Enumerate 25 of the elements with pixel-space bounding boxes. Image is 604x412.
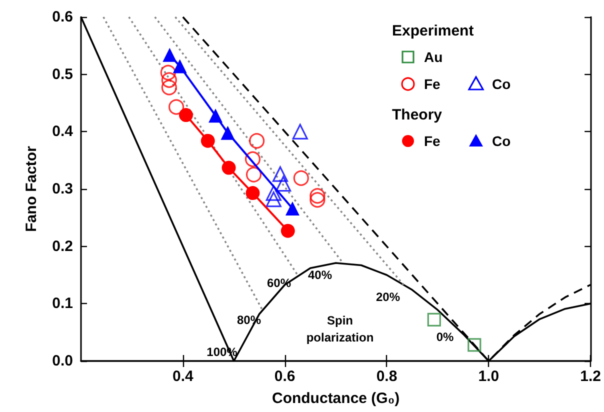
y-tick-label: 0.1 — [52, 295, 73, 312]
y-tick-label: 0.6 — [52, 8, 73, 26]
x-tick-label: 0.4 — [172, 368, 194, 385]
x-axis-title: Conductance (G₀) — [272, 390, 400, 407]
y-tick-label: 0.5 — [52, 66, 73, 83]
annotation: Spin polarization — [306, 314, 374, 344]
x-tick-label: 0.8 — [376, 368, 398, 385]
legend-label: Co — [492, 133, 511, 149]
y-axis-title: Fano Factor — [23, 146, 40, 232]
legend-label: Co — [492, 76, 511, 92]
annotation: Experiment — [392, 22, 474, 40]
annotation: 20% — [376, 290, 400, 304]
legend-label: Fe — [424, 76, 441, 92]
annotation: Theory — [392, 106, 443, 124]
legend-label: Au — [424, 49, 443, 65]
annotation: 0% — [436, 330, 454, 344]
annotation: 40% — [308, 268, 332, 282]
y-tick-label: 0.4 — [52, 123, 74, 140]
x-tick-label: 1.0 — [478, 368, 500, 385]
y-tick-label: 0.2 — [52, 238, 73, 255]
y-tick-label: 0.0 — [52, 352, 73, 370]
x-tick-label: 0.6 — [274, 368, 296, 385]
x-tick-label: 1.2 — [580, 368, 602, 385]
y-tick-label: 0.3 — [52, 180, 73, 198]
legend-label: Fe — [424, 133, 441, 149]
